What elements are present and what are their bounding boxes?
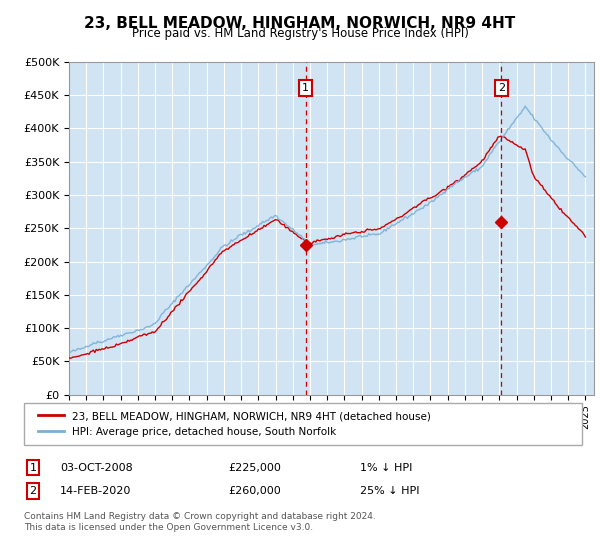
Text: Contains HM Land Registry data © Crown copyright and database right 2024.
This d: Contains HM Land Registry data © Crown c… <box>24 512 376 532</box>
Legend: 23, BELL MEADOW, HINGHAM, NORWICH, NR9 4HT (detached house), HPI: Average price,: 23, BELL MEADOW, HINGHAM, NORWICH, NR9 4… <box>35 408 434 440</box>
Text: 2: 2 <box>498 83 505 94</box>
Text: 2: 2 <box>29 486 37 496</box>
Text: 1: 1 <box>302 83 309 94</box>
Text: 1% ↓ HPI: 1% ↓ HPI <box>360 463 412 473</box>
Text: £225,000: £225,000 <box>228 463 281 473</box>
Text: 25% ↓ HPI: 25% ↓ HPI <box>360 486 419 496</box>
Text: £260,000: £260,000 <box>228 486 281 496</box>
Text: 1: 1 <box>29 463 37 473</box>
Text: 14-FEB-2020: 14-FEB-2020 <box>60 486 131 496</box>
Text: Price paid vs. HM Land Registry's House Price Index (HPI): Price paid vs. HM Land Registry's House … <box>131 27 469 40</box>
Text: 23, BELL MEADOW, HINGHAM, NORWICH, NR9 4HT: 23, BELL MEADOW, HINGHAM, NORWICH, NR9 4… <box>85 16 515 31</box>
Text: 03-OCT-2008: 03-OCT-2008 <box>60 463 133 473</box>
